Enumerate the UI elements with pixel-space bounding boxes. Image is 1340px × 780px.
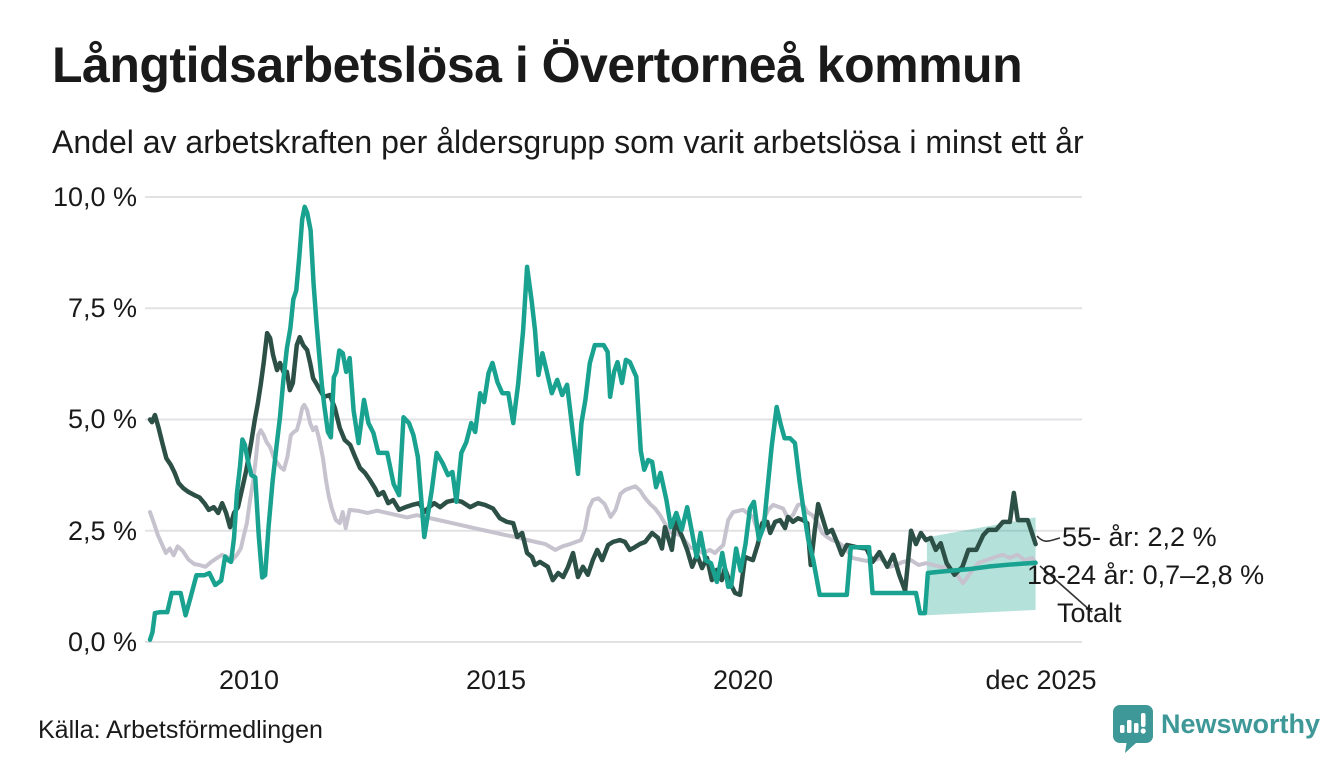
y-axis-tick-label-0: 0,0 % — [67, 627, 137, 657]
x-axis-tick-label-2010: 2010 — [218, 665, 280, 695]
annotation-55-label: 55- år: 2,2 % — [1062, 522, 1217, 552]
source-note: Källa: Arbetsförmedlingen — [38, 716, 323, 744]
chart-title: Långtidsarbetslösa i Övertorneå kommun — [52, 37, 1023, 93]
annotation-18-24-label: 18-24 år: 0,7–2,8 % — [1027, 560, 1265, 590]
x-axis-tick-label-dec-2025: dec 2025 — [985, 665, 1097, 695]
newsworthy-logo-text: Newsworthy — [1161, 709, 1321, 739]
chart-subtitle: Andel av arbetskraften per åldersgrupp s… — [52, 124, 1084, 160]
y-axis-tick-label-7-5: 7,5 % — [67, 293, 137, 323]
x-axis-tick-label-2020: 2020 — [712, 665, 774, 695]
x-axis-tick-label-2015: 2015 — [465, 665, 527, 695]
newsworthy-logo: Newsworthy — [1112, 704, 1320, 754]
y-axis-tick-label-5: 5,0 % — [67, 404, 137, 434]
y-axis-tick-label-2-5: 2,5 % — [67, 516, 137, 546]
y-axis-tick-label-10: 10,0 % — [52, 182, 137, 212]
annotation-totalt-label: Totalt — [1057, 598, 1122, 628]
newsworthy-bubble-chart-icon — [1113, 705, 1153, 753]
